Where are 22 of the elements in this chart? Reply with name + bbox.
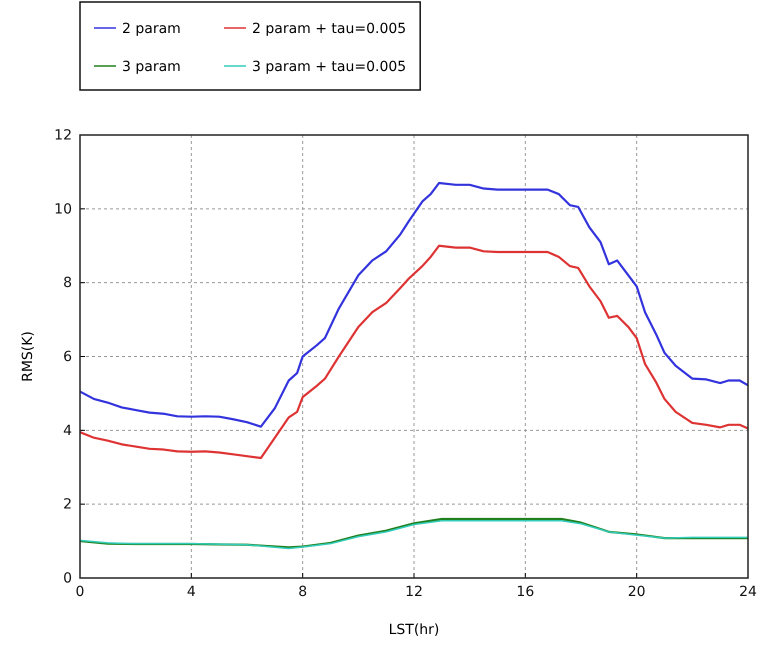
- line-series: [78, 182, 750, 428]
- y-tick-label: 4: [63, 422, 72, 439]
- x-tick-label: 12: [405, 584, 423, 600]
- legend-label: 2 param: [122, 21, 181, 37]
- y-axis-title: RMS(K): [20, 331, 36, 382]
- x-tick-label: 4: [186, 584, 196, 600]
- x-tick-label: 20: [628, 584, 646, 600]
- y-tick-label: 0: [63, 570, 72, 586]
- y-tick-label: 8: [63, 275, 72, 292]
- y-tick-label: 12: [54, 127, 72, 144]
- y-tick-label: 10: [54, 201, 72, 218]
- x-tick-label: 8: [298, 584, 308, 600]
- y-tick-label: 6: [63, 348, 72, 365]
- x-axis-title: LST(hr): [388, 622, 440, 638]
- legend-label: 3 param + tau=0.005: [252, 59, 406, 75]
- legend-label: 3 param: [122, 59, 181, 75]
- y-tick-label: 2: [63, 496, 72, 513]
- x-tick-label: 0: [76, 584, 84, 600]
- x-tick-label: 24: [739, 584, 757, 600]
- legend-label: 2 param + tau=0.005: [252, 21, 406, 37]
- line-series: [78, 244, 750, 460]
- x-tick-label: 16: [516, 584, 534, 600]
